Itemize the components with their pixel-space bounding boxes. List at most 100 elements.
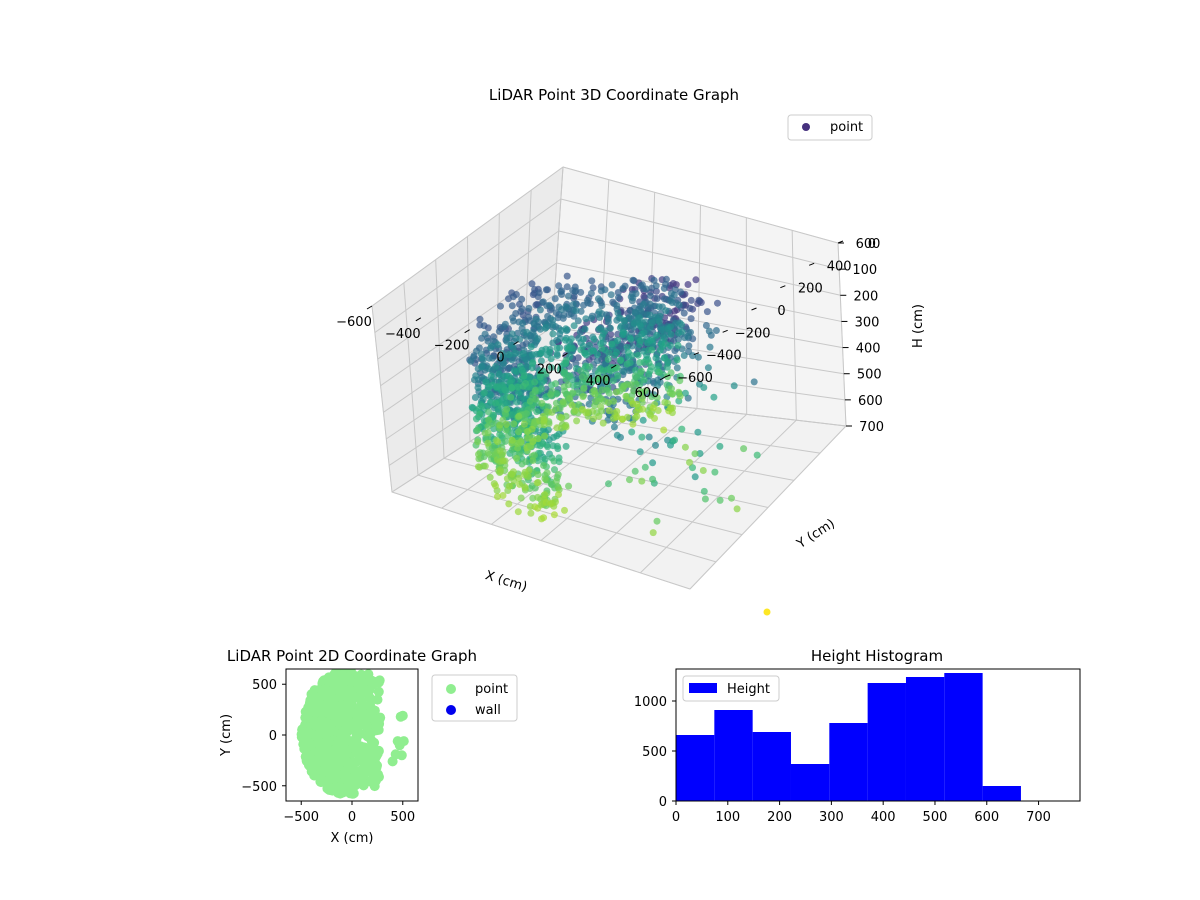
chart-3d-point <box>614 337 622 345</box>
chart-histogram-legend: Height <box>682 675 780 702</box>
chart-histogram-frame <box>675 668 1081 802</box>
chart-2d-point <box>373 745 384 756</box>
chart-3d-point <box>481 462 489 470</box>
chart-2d-point <box>341 770 352 781</box>
chart-3d-point <box>532 395 540 403</box>
chart-3d-point <box>563 272 571 280</box>
chart-2d-point <box>371 762 382 773</box>
chart-3d-gridline-z <box>380 262 557 387</box>
chart-3d-point <box>660 426 668 434</box>
chart-3d-point <box>547 355 555 363</box>
chart-3d-stray-point <box>763 608 771 616</box>
chart-3d-point <box>534 435 542 443</box>
chart-3d-xtick-mark <box>610 364 617 369</box>
chart-3d-point <box>550 511 558 519</box>
chart-3d-point <box>568 344 576 352</box>
chart-3d-point <box>695 296 703 304</box>
chart-3d-point <box>496 431 504 439</box>
chart-2d-ylabel: Y (cm) <box>219 714 234 757</box>
chart-histogram-bar <box>829 723 868 801</box>
chart-3d-point <box>553 344 561 352</box>
chart-3d-point <box>540 416 548 424</box>
chart-3d-ytick-label: −400 <box>706 349 742 364</box>
chart-2d-points <box>296 669 409 799</box>
chart-3d-point <box>527 343 535 351</box>
chart-2d-point <box>369 678 380 689</box>
chart-3d-point <box>700 487 708 495</box>
chart-3d-point <box>613 302 621 309</box>
chart-3d-point <box>594 357 601 365</box>
chart-3d-point <box>503 334 511 342</box>
chart-3d-point <box>614 289 622 296</box>
chart-3d-point <box>653 331 661 339</box>
chart-3d-gridline-z <box>556 262 842 322</box>
chart-3d-point <box>577 288 585 296</box>
chart-3d-point <box>567 335 575 343</box>
chart-3d-point <box>582 315 590 323</box>
chart-3d-xtick-mark <box>562 352 568 357</box>
chart-2d-point <box>338 671 349 682</box>
chart-3d-point <box>608 281 616 289</box>
chart-2d-point <box>397 710 408 721</box>
chart-2d-point <box>345 706 356 717</box>
chart-3d-point <box>492 362 500 370</box>
chart-3d-ztick-label: 0 <box>868 237 876 252</box>
chart-3d-point <box>655 318 663 326</box>
chart-3d-point <box>570 322 578 330</box>
chart-3d-point <box>562 303 570 311</box>
chart-3d-point <box>607 324 614 332</box>
chart-3d-point <box>684 281 692 288</box>
chart-3d-point <box>579 335 587 343</box>
chart-3d-point <box>607 291 615 299</box>
chart-3d-point <box>681 443 689 451</box>
chart-3d-point <box>663 363 671 371</box>
chart-3d-point <box>545 301 553 309</box>
chart-3d-point <box>494 341 502 349</box>
chart-3d-point <box>581 325 589 333</box>
chart-2d: LiDAR Point 2D Coordinate Graph −500 0 500… <box>219 647 518 846</box>
chart-2d-point <box>304 738 315 749</box>
chart-3d-point <box>562 442 570 450</box>
chart-3d-point <box>513 398 521 406</box>
chart-3d-point <box>614 309 622 317</box>
chart-2d-ytick-label: −500 <box>241 780 277 795</box>
chart-3d-point <box>549 330 557 338</box>
chart-3d-points <box>466 272 761 537</box>
chart-3d-point <box>524 472 532 480</box>
chart-3d-point <box>474 463 482 471</box>
chart-3d-point <box>673 364 681 372</box>
chart-3d-point <box>667 405 675 413</box>
chart-2d-point <box>309 698 320 709</box>
chart-3d-point <box>496 447 504 455</box>
chart-3d-point <box>584 296 591 304</box>
chart-3d-point <box>479 395 487 403</box>
chart-3d-point <box>522 380 530 387</box>
chart-3d-ztick-label: 500 <box>857 368 882 383</box>
chart-3d-point <box>662 275 670 283</box>
chart-3d-point <box>513 454 521 462</box>
chart-3d-point <box>631 467 639 475</box>
chart-3d-gridline-x <box>837 242 847 427</box>
chart-3d-point <box>681 389 689 397</box>
chart-2d-point <box>356 696 367 707</box>
chart-3d-point <box>613 408 621 415</box>
chart-2d-xlabel: X (cm) <box>331 831 374 846</box>
chart-3d-point <box>527 509 535 517</box>
chart-3d-zlabel: H (cm) <box>911 304 926 348</box>
chart-3d-point <box>544 426 552 434</box>
chart-2d-point <box>352 756 363 767</box>
chart-2d-point <box>312 754 323 765</box>
chart-3d-point <box>518 295 526 303</box>
chart-3d-point <box>509 468 517 476</box>
chart-3d-point <box>497 302 504 310</box>
chart-2d-point <box>364 692 375 703</box>
chart-2d-point <box>339 725 350 736</box>
chart-3d-ztick-label: 600 <box>858 394 883 409</box>
chart-3d-point <box>642 285 650 293</box>
chart-3d-point <box>652 282 660 290</box>
chart-2d-point <box>321 760 332 771</box>
chart-3d-point <box>710 393 718 401</box>
chart-3d-point <box>487 372 495 380</box>
chart-3d-point <box>505 351 513 358</box>
chart-3d-ticks: −600−400−2000200400600−600−400−200020040… <box>336 237 884 435</box>
